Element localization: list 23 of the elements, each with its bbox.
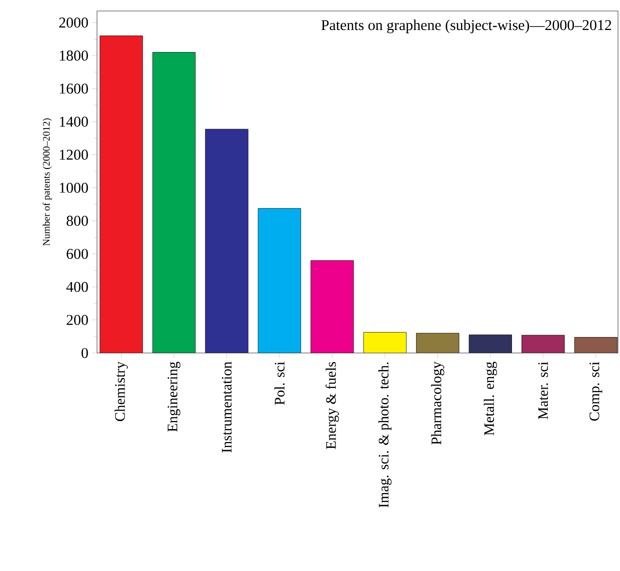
x-tick-label: Engineering bbox=[168, 362, 180, 432]
y-tick-label: 800 bbox=[66, 216, 88, 226]
y-tick-label: 1600 bbox=[60, 84, 88, 94]
x-tick-label: Pharmacology bbox=[431, 362, 444, 445]
y-tick-label: 0 bbox=[82, 348, 88, 358]
x-tick-label: Metall. engg bbox=[484, 362, 497, 436]
y-tick-label: 400 bbox=[66, 282, 88, 292]
x-tick-label: Comp. sci bbox=[590, 362, 602, 421]
y-tick-label: 1400 bbox=[60, 116, 88, 127]
x-tick-label: Pol. sci bbox=[274, 362, 285, 405]
y-tick-label: 1800 bbox=[60, 50, 88, 61]
text: Patents on graphene (subject-wise)—2000–2012 bbox=[321, 20, 612, 34]
y-tick-label: 200 bbox=[66, 314, 88, 325]
x-tick-label: Mater. sci bbox=[538, 362, 548, 420]
x-tick-label: Energy & fuels bbox=[326, 362, 339, 450]
y-tick-label: 2000 bbox=[59, 18, 88, 28]
x-tick-label: Chemistry bbox=[114, 362, 128, 422]
x-tick-label: Instrumentation bbox=[222, 362, 232, 452]
y-tick-label: 1200 bbox=[60, 150, 88, 160]
y-tick-label: 1000 bbox=[60, 182, 88, 193]
x-tick-label: Imag. sci. & photo. tech. bbox=[378, 362, 392, 508]
y-axis-title: Number of patents (2000–2012) bbox=[42, 118, 52, 246]
y-tick-label: 600 bbox=[66, 248, 88, 259]
